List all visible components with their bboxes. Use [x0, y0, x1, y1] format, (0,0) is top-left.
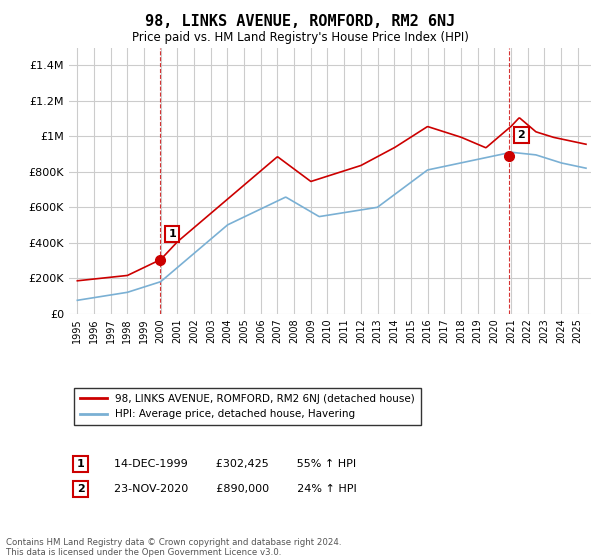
Text: 23-NOV-2020        £890,000        24% ↑ HPI: 23-NOV-2020 £890,000 24% ↑ HPI — [100, 484, 357, 494]
Text: 14-DEC-1999        £302,425        55% ↑ HPI: 14-DEC-1999 £302,425 55% ↑ HPI — [100, 459, 356, 469]
Text: Price paid vs. HM Land Registry's House Price Index (HPI): Price paid vs. HM Land Registry's House … — [131, 31, 469, 44]
Text: Contains HM Land Registry data © Crown copyright and database right 2024.
This d: Contains HM Land Registry data © Crown c… — [6, 538, 341, 557]
Text: 1: 1 — [77, 459, 85, 469]
Legend: 98, LINKS AVENUE, ROMFORD, RM2 6NJ (detached house), HPI: Average price, detache: 98, LINKS AVENUE, ROMFORD, RM2 6NJ (deta… — [74, 388, 421, 426]
Text: 98, LINKS AVENUE, ROMFORD, RM2 6NJ: 98, LINKS AVENUE, ROMFORD, RM2 6NJ — [145, 14, 455, 29]
Text: 1: 1 — [168, 229, 176, 239]
Text: 2: 2 — [518, 130, 526, 140]
Text: 2: 2 — [77, 484, 85, 494]
